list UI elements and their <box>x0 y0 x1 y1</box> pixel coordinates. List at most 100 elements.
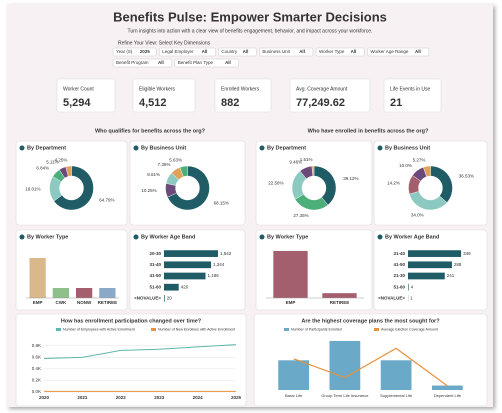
slice-label: 4.25% <box>55 157 68 162</box>
y-tick-label: 41-50 <box>393 262 405 267</box>
filter-heading: Refine Your View: Select Key Dimensions <box>118 40 211 46</box>
filter-label: Country <box>221 49 238 54</box>
y-tick-label: 0.2K <box>32 378 41 383</box>
filter-value: All <box>225 60 231 65</box>
bar <box>380 360 412 390</box>
filter-chip[interactable] <box>259 47 314 57</box>
section-header: Who have enrolled in benefits across the… <box>308 128 429 134</box>
chart-panel <box>15 140 128 226</box>
slice-label: 27.35% <box>293 213 308 218</box>
x-tick-label: NONW <box>77 300 92 305</box>
chart-title: By Business Unit <box>141 145 186 151</box>
slice-label: 7.36% <box>158 162 171 167</box>
chart-panel <box>373 229 488 311</box>
chart-panel <box>129 140 246 226</box>
x-tick-label: Supplemental Life <box>380 393 413 398</box>
kpi-card <box>383 78 442 113</box>
chart-title: By Worker Age Band <box>141 234 195 240</box>
x-tick-label: 2021 <box>77 395 88 400</box>
chart-panel <box>15 313 247 407</box>
chart-panel <box>129 229 246 311</box>
bar <box>52 288 70 298</box>
slice-label: 10.0% <box>399 163 412 168</box>
panel-icon <box>377 234 383 240</box>
donut-slice <box>311 165 315 177</box>
filter-chip[interactable] <box>112 47 157 57</box>
slice-label: 19.01% <box>25 186 40 191</box>
filter-chip[interactable] <box>174 58 240 68</box>
x-tick-label: EMP <box>286 300 296 305</box>
panel-icon <box>19 234 25 240</box>
donut-slice <box>167 165 210 211</box>
title: Benefits Pulse: Empower Smarter Decision… <box>113 9 387 24</box>
kpi-label: Enrolled Workers <box>221 86 260 92</box>
filter-value: All <box>202 49 208 54</box>
x-tick-label: 2022 <box>116 395 127 400</box>
value-label: 288 <box>454 262 462 267</box>
filter-chip[interactable] <box>367 47 430 57</box>
filter-chip[interactable] <box>315 47 365 57</box>
slice-label: 64.79% <box>99 198 114 203</box>
y-tick-label: 51-60 <box>393 284 405 289</box>
filter-label: Year (S) <box>116 49 133 54</box>
filter-chip[interactable] <box>112 58 173 68</box>
kpi-value: 5,294 <box>63 97 91 109</box>
bar <box>408 283 409 291</box>
slice-label: 5.63% <box>169 158 182 163</box>
chart-panel <box>373 140 488 226</box>
chart-title: Are the highest coverage plans the most … <box>301 318 440 324</box>
filter-label: Legal Employer <box>162 49 194 54</box>
x-tick-label: 2024 <box>193 395 204 400</box>
chart-title: By Department <box>27 145 66 151</box>
value-label: 20 <box>167 296 173 301</box>
kpi-value: 21 <box>390 97 402 109</box>
filter-value: All <box>299 49 305 54</box>
y-tick-label: 0.0K <box>32 389 41 394</box>
x-tick-label: Group Term Life Insurance <box>321 393 369 398</box>
value-label: 1,542 <box>220 251 232 256</box>
bar <box>432 385 463 390</box>
legend-swatch <box>284 328 289 331</box>
bar <box>278 360 309 390</box>
filter-label: Worker Type <box>319 49 345 54</box>
chart-title: By Department <box>267 145 306 151</box>
kpi-value: 4,512 <box>139 97 167 109</box>
bar <box>408 261 452 269</box>
bar <box>329 340 361 390</box>
slice-label: 5.27% <box>413 158 426 163</box>
panel-icon <box>19 145 25 151</box>
chart-title: How has enrollment participation changed… <box>61 318 202 324</box>
bar <box>408 250 462 257</box>
legend-label: Number of New Enrollees with Active Enro… <box>158 327 235 331</box>
value-label: 1 <box>410 296 413 301</box>
slice-label: 8.61% <box>147 172 160 177</box>
filter-value: All <box>415 49 421 54</box>
filter-value: All <box>351 49 357 54</box>
y-tick-label: 21-30 <box>393 273 405 278</box>
panel-icon <box>133 234 139 240</box>
filter-label: Business Unit <box>262 49 290 54</box>
x-tick-label: RETIREE <box>330 300 350 305</box>
value-label: 4 <box>411 284 414 289</box>
kpi-value: 882 <box>221 97 239 109</box>
kpi-label: Eligible Workers <box>139 86 176 92</box>
panel-icon <box>133 145 139 151</box>
value-label: 420 <box>181 284 189 289</box>
kpi-label: Avg. Coverage Amount <box>296 86 348 92</box>
filter-chip[interactable] <box>158 47 216 57</box>
kpi-value: 77,249.62 <box>296 97 345 109</box>
bar <box>322 293 357 298</box>
y-tick-label: 41-50 <box>149 273 161 278</box>
donut-slice <box>65 165 72 177</box>
x-tick-label: CWK <box>56 300 67 305</box>
legend-swatch <box>56 328 61 331</box>
chart-title: By Worker Age Band <box>385 234 439 240</box>
y-tick-label: 0.4K <box>32 366 41 371</box>
x-tick-label: 2025 <box>231 395 242 400</box>
chart-title: By Worker Type <box>27 234 68 240</box>
kpi-card <box>289 78 371 113</box>
filter-label: Benefit Program <box>116 60 149 65</box>
bar <box>164 295 165 302</box>
filter-chip[interactable] <box>218 47 257 57</box>
